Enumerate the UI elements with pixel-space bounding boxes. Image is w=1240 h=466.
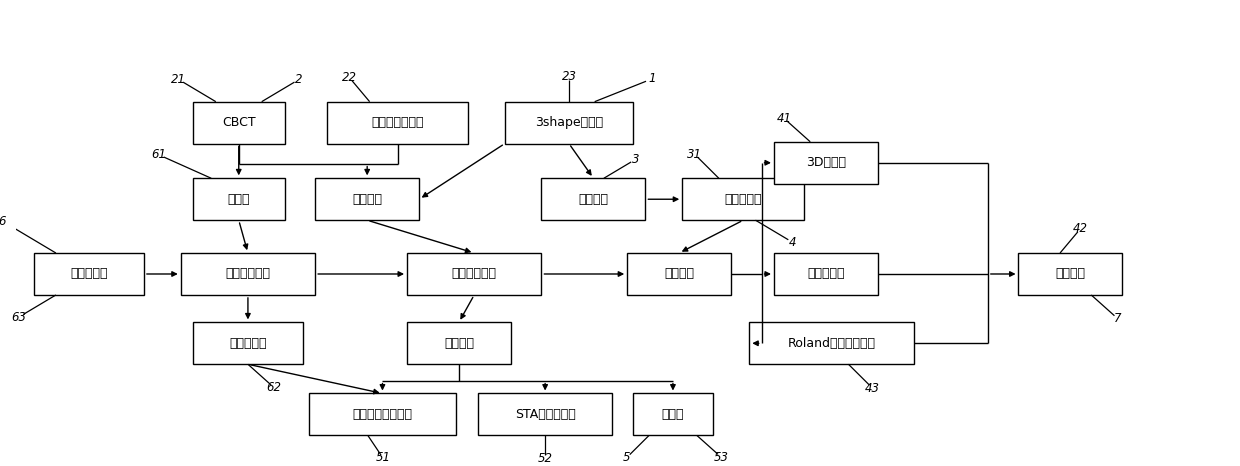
Text: 63: 63 xyxy=(11,311,26,324)
Text: 制备设备: 制备设备 xyxy=(665,267,694,281)
Text: 2: 2 xyxy=(295,73,303,86)
Text: 螺纹制备机: 螺纹制备机 xyxy=(807,267,844,281)
Text: 53: 53 xyxy=(714,451,729,464)
Text: Roland五轴联动设备: Roland五轴联动设备 xyxy=(787,337,875,350)
Bar xyxy=(315,178,419,220)
Text: 3shape扫描仪: 3shape扫描仪 xyxy=(534,116,603,129)
Text: 42: 42 xyxy=(1073,222,1087,235)
Text: 52: 52 xyxy=(538,452,553,465)
Bar xyxy=(774,142,878,184)
Text: 7: 7 xyxy=(1114,312,1121,325)
Bar xyxy=(327,102,467,144)
Text: 警示器: 警示器 xyxy=(662,408,684,421)
Text: 1: 1 xyxy=(649,72,656,85)
Text: 3D打印机: 3D打印机 xyxy=(806,156,846,169)
Text: 种植导板: 种植导板 xyxy=(1055,267,1085,281)
Text: 31: 31 xyxy=(687,148,702,161)
Text: 云端服务平台: 云端服务平台 xyxy=(226,267,270,281)
Text: 61: 61 xyxy=(151,148,166,161)
Bar xyxy=(181,253,315,295)
Text: 用户端: 用户端 xyxy=(227,193,250,206)
Text: 4: 4 xyxy=(789,236,796,249)
Bar xyxy=(477,393,613,435)
Text: 62: 62 xyxy=(267,381,281,394)
Bar xyxy=(774,253,878,295)
Text: 6: 6 xyxy=(0,214,6,227)
Bar xyxy=(627,253,732,295)
Text: 数字化无齿手术室: 数字化无齿手术室 xyxy=(352,408,413,421)
Text: 41: 41 xyxy=(776,112,791,125)
Text: 操作设备: 操作设备 xyxy=(444,337,474,350)
Text: 数据管理中心: 数据管理中心 xyxy=(451,267,497,281)
Text: 22: 22 xyxy=(342,71,357,84)
Text: 51: 51 xyxy=(376,452,391,465)
Bar xyxy=(33,253,144,295)
Text: 演示计算机: 演示计算机 xyxy=(724,193,763,206)
Text: 检测设备: 检测设备 xyxy=(352,193,382,206)
Bar xyxy=(749,322,914,364)
Text: 23: 23 xyxy=(562,70,577,83)
Bar xyxy=(193,102,285,144)
Bar xyxy=(193,178,285,220)
Bar xyxy=(1018,253,1122,295)
Bar xyxy=(407,322,511,364)
Bar xyxy=(309,393,456,435)
Bar xyxy=(682,178,805,220)
Bar xyxy=(542,178,646,220)
Text: 激光模型扫描仪: 激光模型扫描仪 xyxy=(372,116,424,129)
Bar xyxy=(634,393,713,435)
Bar xyxy=(193,322,303,364)
Text: 5: 5 xyxy=(624,451,631,464)
Bar xyxy=(407,253,542,295)
Text: 21: 21 xyxy=(171,73,186,86)
Text: 3: 3 xyxy=(632,153,640,166)
Text: CBCT: CBCT xyxy=(222,116,255,129)
Text: 演示设备: 演示设备 xyxy=(578,193,609,206)
Bar xyxy=(505,102,634,144)
Text: STA无痛麻醉仪: STA无痛麻醉仪 xyxy=(515,408,575,421)
Text: 43: 43 xyxy=(864,382,880,395)
Text: 云端数据库: 云端数据库 xyxy=(71,267,108,281)
Text: 医生操作端: 医生操作端 xyxy=(229,337,267,350)
